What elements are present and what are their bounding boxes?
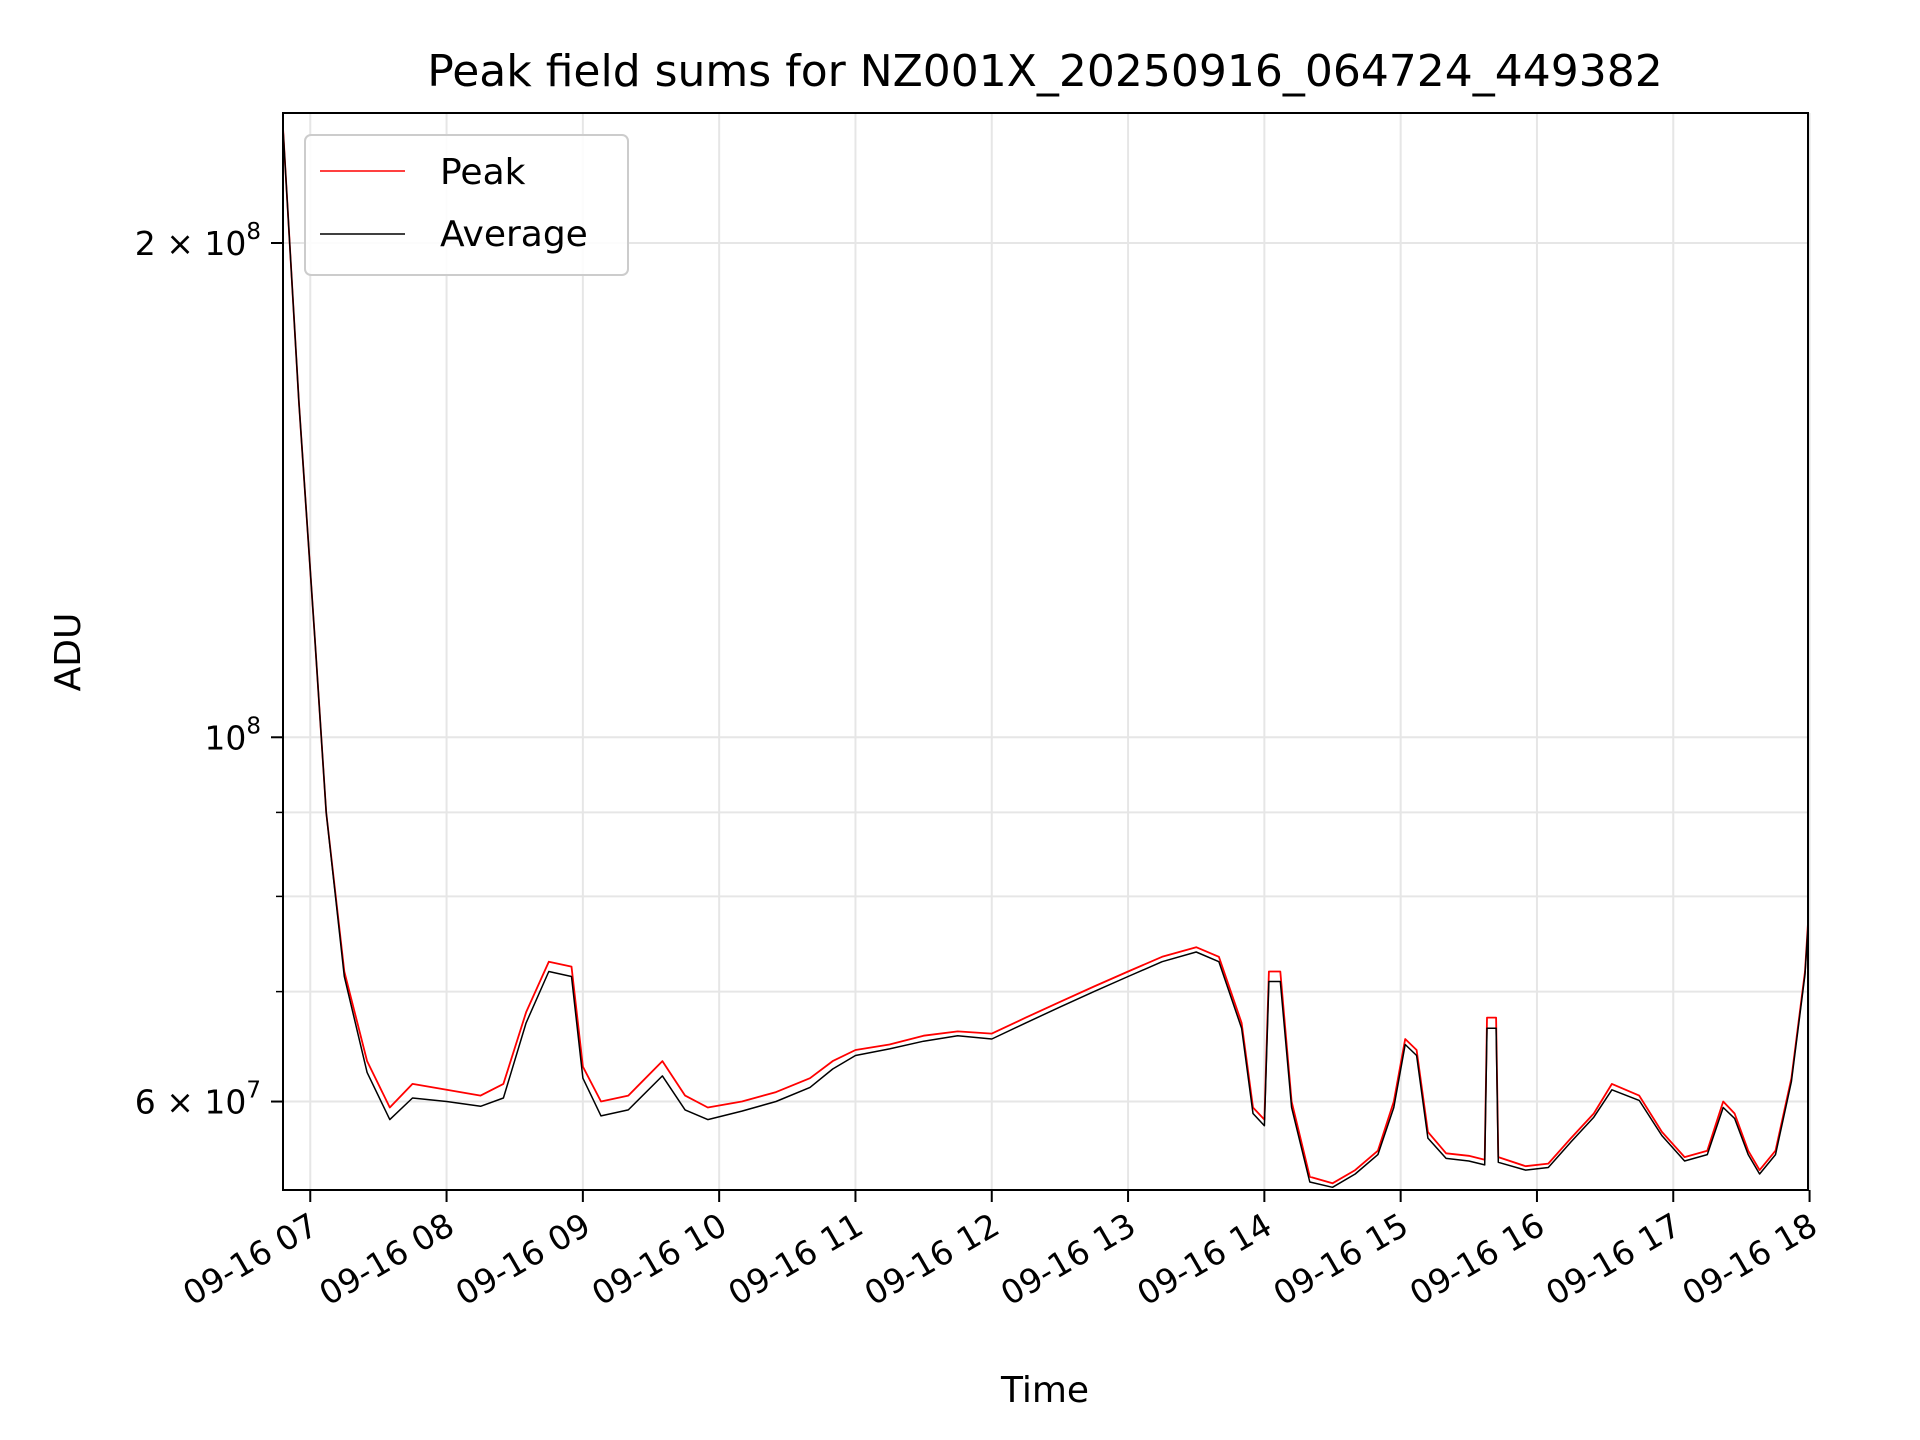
- series-line-peak: [283, 127, 1808, 1185]
- grid: [283, 113, 1811, 1190]
- x-tick-label: 09-16 15: [1267, 1205, 1415, 1313]
- x-tick-label: 09-16 10: [585, 1205, 733, 1313]
- y-tick-label: 2 × 108: [135, 219, 261, 263]
- x-tick-label: 09-16 13: [994, 1205, 1142, 1313]
- y-axis-label: ADU: [48, 613, 89, 692]
- legend-label-average: Average: [440, 214, 588, 255]
- x-tick-label: 09-16 11: [721, 1205, 869, 1313]
- legend-label-peak: Peak: [440, 152, 526, 193]
- series-lines: [283, 127, 1808, 1189]
- x-tick-label: 09-16 09: [449, 1205, 597, 1313]
- legend: Peak Average: [304, 134, 629, 276]
- x-tick-label: 09-16 08: [313, 1205, 461, 1313]
- x-tick-label: 09-16 18: [1676, 1205, 1824, 1313]
- x-tick-label: 09-16 17: [1539, 1205, 1687, 1313]
- y-tick-label: 6 × 107: [135, 1078, 261, 1122]
- y-axis-ticks: 6 × 107 108 2 × 108: [135, 219, 283, 1122]
- legend-box: [304, 134, 629, 276]
- chart-title: Peak field sums for NZ001X_20250916_0647…: [427, 46, 1663, 97]
- x-tick-label: 09-16 16: [1403, 1205, 1551, 1313]
- x-axis-label: Time: [1000, 1370, 1089, 1411]
- x-tick-label: 09-16 14: [1130, 1205, 1278, 1313]
- plot-frame: [282, 112, 1809, 1191]
- series-line-average: [283, 127, 1808, 1189]
- y-tick-label: 108: [204, 713, 261, 757]
- x-tick-label: 09-16 12: [858, 1205, 1006, 1313]
- x-tick-label: 09-16 07: [176, 1205, 324, 1313]
